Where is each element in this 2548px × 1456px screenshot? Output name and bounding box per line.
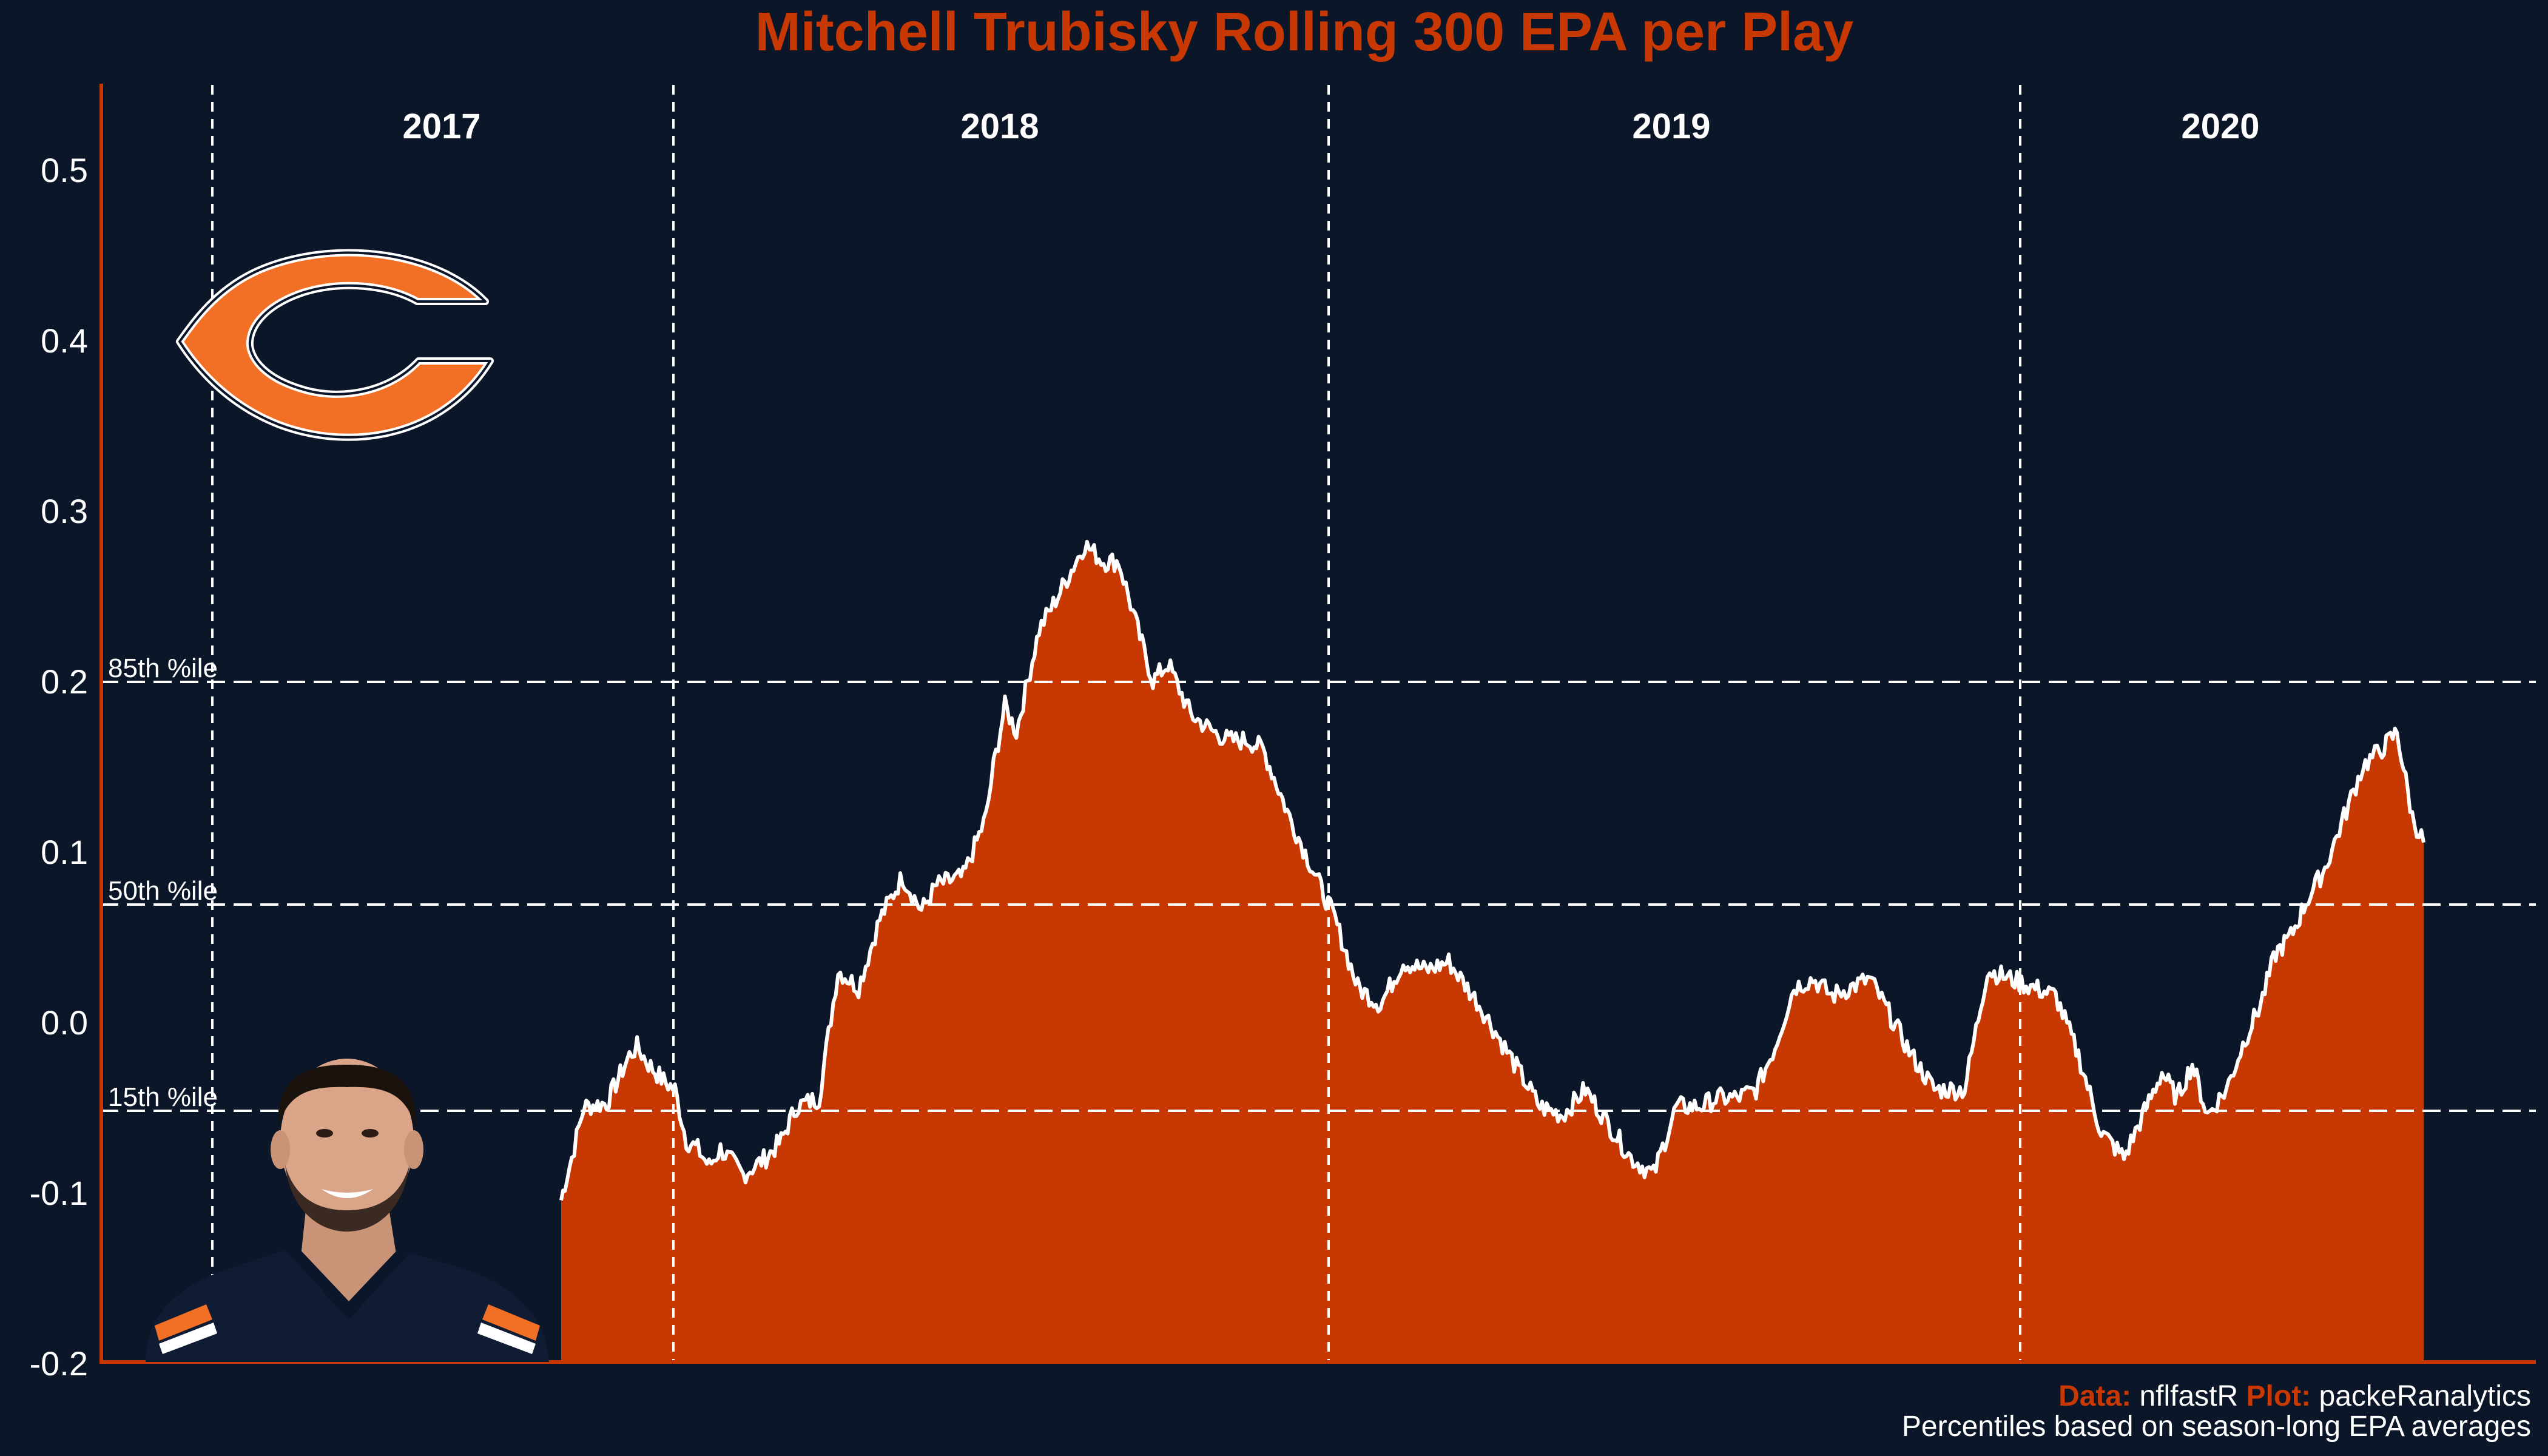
- epa-area: [561, 541, 2424, 1362]
- y-tick-label: -0.2: [30, 1344, 89, 1383]
- percentile-lines: [100, 681, 2536, 1112]
- caption-source: Data: nflfastR Plot: packeRanalytics: [2058, 1380, 2531, 1412]
- season-label-2017: 2017: [402, 107, 480, 146]
- epa-line: [559, 539, 2425, 1201]
- y-tick-label: 0.0: [41, 1003, 88, 1042]
- season-label-2019: 2019: [1632, 107, 1710, 146]
- area-layer: [559, 539, 2425, 1362]
- season-label-2020: 2020: [2181, 107, 2259, 146]
- mitchell-trubisky-headshot-image: [146, 1059, 549, 1362]
- y-tick-label: 0.2: [41, 662, 88, 701]
- percentile-label-85: 85th %ile: [108, 653, 218, 683]
- y-tick-label: 0.1: [41, 833, 88, 871]
- y-tick-label: -0.1: [30, 1174, 89, 1212]
- chart-title: Mitchell Trubisky Rolling 300 EPA per Pl…: [755, 2, 1854, 62]
- percentile-label-50: 50th %ile: [108, 876, 218, 906]
- y-tick-label: 0.3: [41, 492, 88, 530]
- percentile-label-15: 15th %ile: [108, 1082, 218, 1112]
- caption-data-label: Data:: [2058, 1380, 2131, 1412]
- y-tick-label: 0.5: [41, 151, 88, 189]
- chicago-bears-logo-icon: [176, 249, 494, 441]
- season-label-2018: 2018: [960, 107, 1039, 146]
- y-axis-ticks: 0.5 0.4 0.3 0.2 0.1 0.0 -0.1 -0.2: [30, 151, 89, 1383]
- y-tick-label: 0.4: [41, 322, 88, 360]
- caption-plot-author: packeRanalytics: [2319, 1380, 2532, 1412]
- caption-plot-label: Plot:: [2246, 1380, 2311, 1412]
- caption-data-source: nflfastR: [2139, 1380, 2238, 1412]
- caption-note: Percentiles based on season-long EPA ave…: [1902, 1410, 2531, 1443]
- caption: Data: nflfastR Plot: packeRanalytics Per…: [1902, 1380, 2531, 1443]
